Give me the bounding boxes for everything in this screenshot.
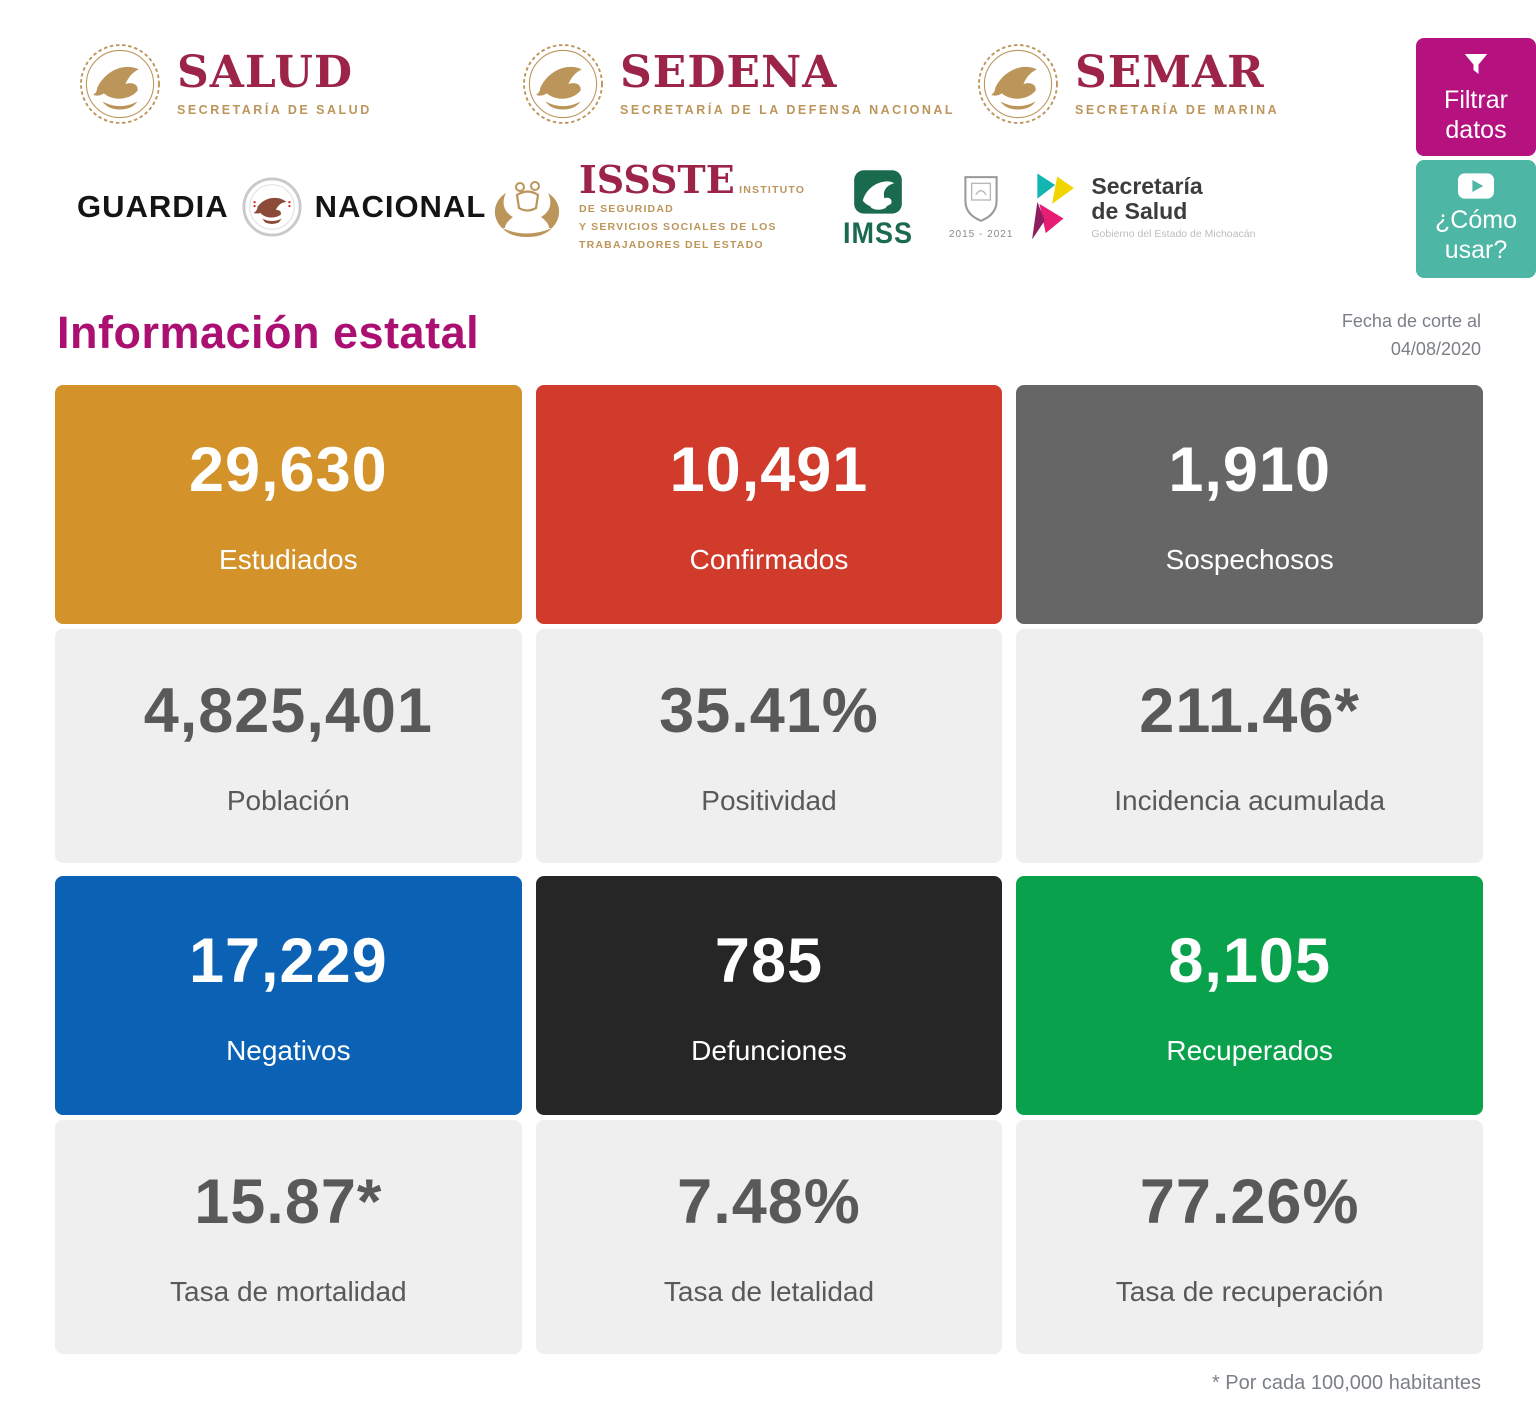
card-value: 1,910 [1168,434,1331,505]
michoacan-k-mark-icon [1029,172,1075,242]
card-label: Positividad [701,785,837,816]
card-label: Confirmados [689,543,849,575]
card-estudiados: 29,630 Estudiados [55,385,522,624]
sedena-subtitle: SECRETARÍA DE LA DEFENSA NACIONAL [620,103,956,117]
card-defunciones: 785 Defunciones [535,876,1003,1115]
header-logos: SALUD SECRETARÍA DE SALUD SEDENA SECRETA… [55,24,1395,262]
logo-issste: ISSSTE INSTITUTO DE SEGURIDAD Y SERVICIO… [487,160,817,254]
how-to-use-button-label: ¿Cómo usar? [1435,206,1517,264]
michoacan-subtitle: Gobierno del Estado de Michoacán [1091,228,1256,241]
card-label: Tasa de letalidad [663,1276,875,1307]
card-label: Negativos [226,1034,351,1066]
card-negativos: 17,229 Negativos [55,876,522,1115]
card-value: 35.41% [659,676,879,746]
mexico-eagle-seal-icon [77,41,163,127]
card-label: Estudiados [219,543,358,575]
page-title: Información estatal [57,307,480,358]
issste-wordmark: ISSSTE [579,156,735,202]
card-confirmados: 10,491 Confirmados [535,385,1003,624]
card-sospechosos: 1,910 Sospechosos [1016,385,1483,624]
mexico-eagle-seal-icon [975,41,1061,127]
card-poblacion: 4,825,401 Población [55,629,522,863]
logo-semar: SEMAR SECRETARÍA DE MARINA [975,41,1395,127]
logo-sedena: SEDENA SECRETARÍA DE LA DEFENSA NACIONAL [520,41,975,127]
issste-subtitle: INSTITUTO DE SEGURIDAD Y SERVICIOS SOCIA… [579,183,806,252]
cutoff-date: Fecha de corte al 04/08/2020 [1342,308,1481,364]
filter-button-label: Filtrar datos [1444,86,1508,144]
card-value: 17,229 [188,925,388,996]
side-button-stack: Filtrar datos ¿Cómo usar? [1416,38,1536,278]
card-label: Población [226,785,350,816]
cutoff-date-label: Fecha de corte al [1341,311,1481,331]
logo-michoacan: 2015 - 2021 Secretaría de Salud Gobierno… [949,172,1255,242]
guardia-wordmark-left: GUARDIA [77,189,229,224]
card-tasa-mortalidad: 15.87* Tasa de mortalidad [55,1120,522,1354]
semar-subtitle: SECRETARÍA DE MARINA [1075,103,1280,117]
card-label: Defunciones [691,1034,847,1066]
card-tasa-letalidad: 7.48% Tasa de letalidad [535,1120,1003,1354]
salud-wordmark: SALUD [177,47,353,98]
imss-wordmark: IMSS [842,215,913,249]
card-label: Recuperados [1166,1034,1333,1066]
per-100k-footnote: * Por cada 100,000 habitantes [1211,1372,1481,1394]
sedena-wordmark: SEDENA [620,47,838,98]
card-positividad: 35.41% Positividad [535,629,1003,863]
youtube-play-icon [1458,173,1494,199]
card-value: 29,630 [188,434,388,505]
logo-imss: IMSS [807,168,949,247]
card-value: 10,491 [669,434,869,505]
card-value: 7.48% [677,1167,861,1237]
card-tasa-recuperacion: 77.26% Tasa de recuperación [1016,1120,1483,1354]
card-label: Tasa de mortalidad [170,1276,407,1307]
card-value: 77.26% [1139,1167,1360,1237]
guardia-wordmark-right: NACIONAL [314,189,487,224]
card-label: Tasa de recuperación [1115,1276,1384,1307]
imss-eagle-icon [852,168,904,218]
issste-hands-icon [487,175,567,239]
card-incidencia-acumulada: 211.46* Incidencia acumulada [1016,629,1483,863]
filter-funnel-icon [1461,49,1491,79]
card-value: 8,105 [1168,925,1331,996]
card-label: Incidencia acumulada [1114,785,1386,816]
card-value: 15.87* [194,1167,383,1237]
card-value: 211.46* [1139,676,1361,746]
michoacan-crest-icon [960,174,1002,226]
michoacan-title: Secretaría de Salud [1091,172,1203,224]
card-recuperados: 8,105 Recuperados [1016,876,1483,1115]
cutoff-date-value: 04/08/2020 [1390,338,1481,359]
state-stats-grid: 29,630 Estudiados 10,491 Confirmados 1,9… [55,385,1483,1354]
filter-data-button[interactable]: Filtrar datos [1416,38,1536,156]
logo-guardia-nacional: GUARDIA NACIONAL [55,176,487,238]
michoacan-years: 2015 - 2021 [949,229,1014,240]
card-value: 4,825,401 [143,676,433,746]
how-to-use-button[interactable]: ¿Cómo usar? [1416,160,1536,278]
logo-salud: SALUD SECRETARÍA DE SALUD [55,41,520,127]
card-value: 785 [714,925,824,996]
mexico-eagle-seal-icon [520,41,606,127]
semar-wordmark: SEMAR [1075,47,1265,98]
guardia-nacional-seal-icon [241,176,303,238]
salud-subtitle: SECRETARÍA DE SALUD [177,103,372,117]
card-label: Sospechosos [1165,543,1334,575]
